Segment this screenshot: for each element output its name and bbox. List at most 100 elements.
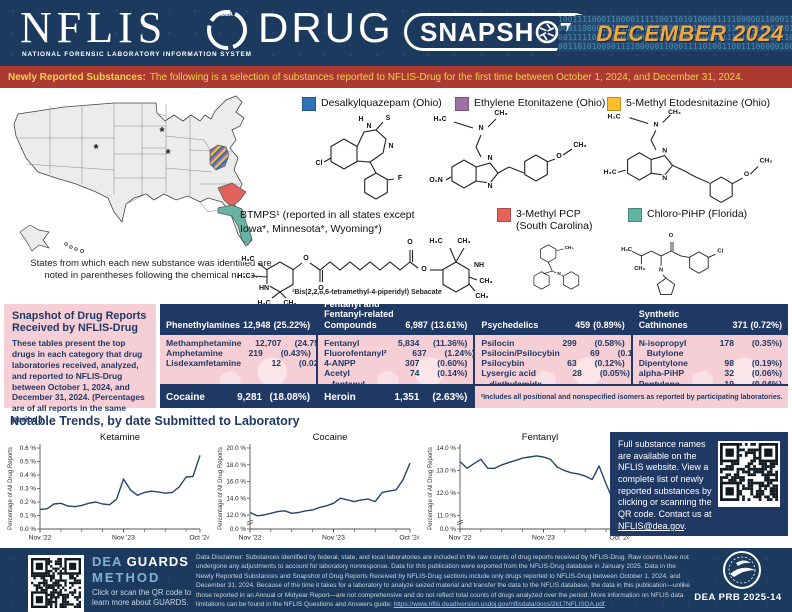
table-column-body: Psilocin 299 (0.58%) Psilocin/Psilocybin 69(… [475, 335, 631, 384]
dea-ring-icon: DEA [204, 7, 250, 58]
table-row: Fentanyl 5,834 (11.36%) [324, 338, 468, 348]
table-row: Lysergic acid diethylamide (LSD)28(0.05%… [481, 368, 630, 384]
molecule-methyl-pcp-structure: CH₃ N [505, 236, 605, 303]
svg-text:Percentage of All Drug Reports: Percentage of All Drug Reports [8, 447, 14, 530]
asterisk-minnesota: * [159, 124, 165, 139]
svg-text:Cl: Cl [316, 160, 323, 167]
nflis-email-link[interactable]: NFLIS@dea.gov [618, 520, 685, 531]
trends-section-title: Notable Trends, by date Submitted to Lab… [10, 414, 300, 428]
svg-text:18.0 %: 18.0 % [226, 462, 246, 469]
header-bar: NFLIS DEA DRUG NATIONAL FORENSIC LABORAT… [0, 0, 792, 66]
svg-text:CH₃: CH₃ [479, 278, 492, 285]
svg-text:Nov '22: Nov '22 [239, 535, 262, 542]
svg-text:CH₃: CH₃ [668, 109, 681, 116]
table-column-body: N-isopropyl Butylone 178 (0.35%) Dipentylon… [633, 335, 788, 384]
legend-label: Desalkylquazepam (Ohio) [321, 97, 442, 109]
svg-text:H₃C: H₃C [621, 247, 632, 253]
yellow-swatch-icon [607, 97, 621, 111]
svg-text:11.0 %: 11.0 % [437, 513, 457, 520]
snapshot-label-part: SNAPSH [420, 16, 535, 47]
legend-label: 3-Methyl PCP (South Carolina) [516, 208, 593, 232]
table-footnote: ²Includes all positional and nonspecifie… [475, 386, 788, 408]
legend-label: 5-Methyl Etodesnitazine (Ohio) [626, 97, 771, 109]
legend-label: Ethylene Etonitazene (Ohio) [474, 97, 606, 109]
svg-text:Percentage of All Drug Reports: Percentage of All Drug Reports [218, 447, 224, 530]
svg-text:Nov '22: Nov '22 [29, 535, 52, 542]
svg-text:CH₃: CH₃ [759, 157, 772, 164]
svg-text:0.6 %: 0.6 % [20, 445, 37, 452]
svg-text:Percentage of All Drug Reports: Percentage of All Drug Reports [428, 447, 434, 530]
table-column-header: Fentanyl and Fentanyl-related Compounds 6… [318, 299, 474, 333]
legend-methyl-pcp: 3-Methyl PCP (South Carolina) [497, 208, 592, 232]
table-row: alpha-PiHP 32 (0.06%) [638, 368, 782, 379]
svg-text:H₃C: H₃C [241, 256, 254, 263]
map-caption: States from which each new substance was… [30, 258, 272, 282]
table-row: Psilocybin 63 (0.12%) [481, 358, 625, 369]
svg-text:N: N [487, 155, 492, 162]
svg-text:N: N [366, 123, 371, 130]
nflis-subtitle: NATIONAL FORENSIC LABORATORY INFORMATION… [22, 51, 252, 58]
substance-names-info-box: Full substance names are available on th… [610, 432, 788, 536]
dea-seal-logo [722, 550, 762, 595]
guards-word-dea: DEA [92, 554, 122, 569]
table-column-header: Synthetic Cathinones 371 (0.72%) [632, 304, 788, 333]
fentanyl-trend-chart: Fentanyl 11.0 % 12.0 % 13.0 % 14.0 % 0.0 % Nov… [424, 430, 631, 549]
red-swatch-icon [497, 208, 511, 222]
blue-swatch-icon [302, 97, 316, 111]
svg-text:Nov '23: Nov '23 [112, 535, 135, 542]
table-column-header: Psychedelics 459 (0.89%) [475, 304, 631, 333]
footer-bar [0, 548, 792, 612]
svg-text:CH₃: CH₃ [475, 293, 488, 300]
svg-text:0.0 %: 0.0 % [440, 526, 457, 533]
svg-text:Oct '24: Oct '24 [609, 535, 629, 542]
svg-text:0.3 %: 0.3 % [20, 486, 37, 493]
svg-text:O₂N: O₂N [429, 177, 443, 184]
table-row: Amphetamine 219 (0.43%) [166, 348, 311, 359]
table-footer-row: Cocaine 9,281 (18.08%) [160, 386, 317, 408]
line-chart-svg: Fentanyl 11.0 % 12.0 % 13.0 % 14.0 % 0.0 % Nov… [428, 432, 631, 542]
svg-text:12.0 %: 12.0 % [436, 490, 456, 497]
substance-list-qr-code[interactable] [718, 441, 780, 507]
svg-text:0.5 %: 0.5 % [20, 459, 37, 466]
data-disclaimer: Data Disclaimer: Substances identified b… [196, 553, 690, 610]
disclaimer-link[interactable]: https://www.nflis.deadiversion.usdoj.gov… [393, 601, 605, 609]
svg-text:H₃C: H₃C [429, 238, 442, 245]
svg-text:0.0 %: 0.0 % [230, 526, 247, 533]
svg-text:Nov '23: Nov '23 [322, 535, 345, 542]
svg-text:N: N [653, 121, 658, 128]
svg-text:CH₃: CH₃ [565, 245, 574, 250]
svg-text:O: O [556, 153, 562, 160]
svg-text:20.0 %: 20.0 % [226, 445, 246, 452]
newly-reported-banner: Newly Reported Substances: The following… [0, 66, 792, 88]
svg-text:N: N [662, 175, 667, 182]
svg-text:HN: HN [259, 285, 269, 292]
disclaimer-suffix: . [604, 601, 607, 609]
svg-text:N: N [662, 148, 667, 155]
line-chart-svg: Cocaine 12.0 % 14.0 % 16.0 % 18.0 % 20.0 % 0.0… [218, 432, 421, 542]
cocaine-trend-chart: Cocaine 12.0 % 14.0 % 16.0 % 18.0 % 20.0 % 0.0… [214, 430, 421, 549]
guards-word-guards: GUARDS [126, 554, 189, 569]
guards-qr-code[interactable] [28, 555, 84, 612]
svg-text:Nov '23: Nov '23 [532, 535, 555, 542]
molecule-desalkylquazepam-structure: Cl H N S N F [312, 110, 427, 210]
molecule-btmps-structure: H₃C H₃C HN H₃C CH₃ O O O O H₃C CH₃ NH CH₃ CH₃ [236, 230, 538, 313]
svg-text:N: N [478, 125, 483, 132]
svg-text:0.1 %: 0.1 % [20, 513, 37, 520]
dea-guards-method-block: DEA GUARDS METHOD Click or scan the QR c… [92, 554, 192, 607]
legend-label: Chloro-PiHP (Florida) [647, 208, 748, 220]
svg-text:0.2 %: 0.2 % [20, 499, 37, 506]
state-florida [217, 204, 253, 246]
drug-reports-table: Phenethylamines 12,948 (25.22%) Methampheta… [160, 299, 788, 408]
svg-text:CH₃: CH₃ [283, 300, 296, 307]
info-box-text-suffix: . [684, 520, 687, 531]
svg-text:NH: NH [474, 262, 484, 269]
svg-text:12.0 %: 12.0 % [226, 512, 246, 519]
binary-digits-decoration: 1001111000110000111110011010100001111000… [558, 15, 792, 51]
table-row: 4-ANPP 307 (0.60%) [324, 358, 468, 369]
svg-text:H₃C: H₃C [608, 114, 621, 121]
us-outline [13, 95, 253, 247]
molecule-chloro-pihp-structure: H₃C CH₃ N O Cl [608, 228, 743, 307]
